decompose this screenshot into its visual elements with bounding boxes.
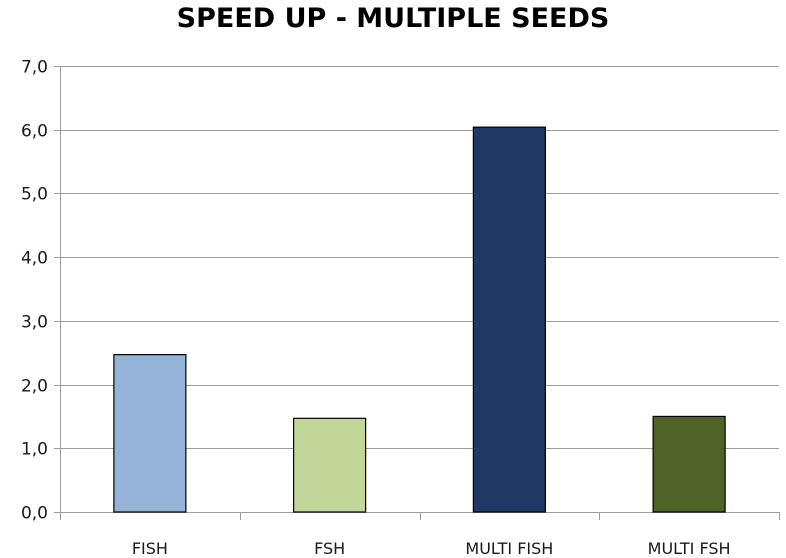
bar [293, 417, 367, 513]
x-tick-label: MULTI FISH [465, 539, 553, 558]
bar [472, 126, 546, 513]
y-tick-label: 6,0 [21, 122, 48, 142]
bar [113, 354, 187, 513]
x-tick-label: FISH [132, 539, 168, 558]
y-tick-label: 2,0 [21, 377, 48, 397]
y-tick-label: 0,0 [21, 504, 48, 524]
x-tick-label: MULTI FSH [648, 539, 731, 558]
chart-title: SPEED UP - MULTIPLE SEEDS [176, 3, 610, 34]
bar [652, 415, 726, 513]
y-tick-label: 1,0 [21, 440, 48, 460]
y-tick-label: 7,0 [21, 58, 48, 78]
y-tick-label: 5,0 [21, 185, 48, 205]
y-tick-label: 4,0 [21, 249, 48, 269]
x-tick-label: FSH [314, 539, 345, 558]
y-tick-label: 3,0 [21, 313, 48, 333]
